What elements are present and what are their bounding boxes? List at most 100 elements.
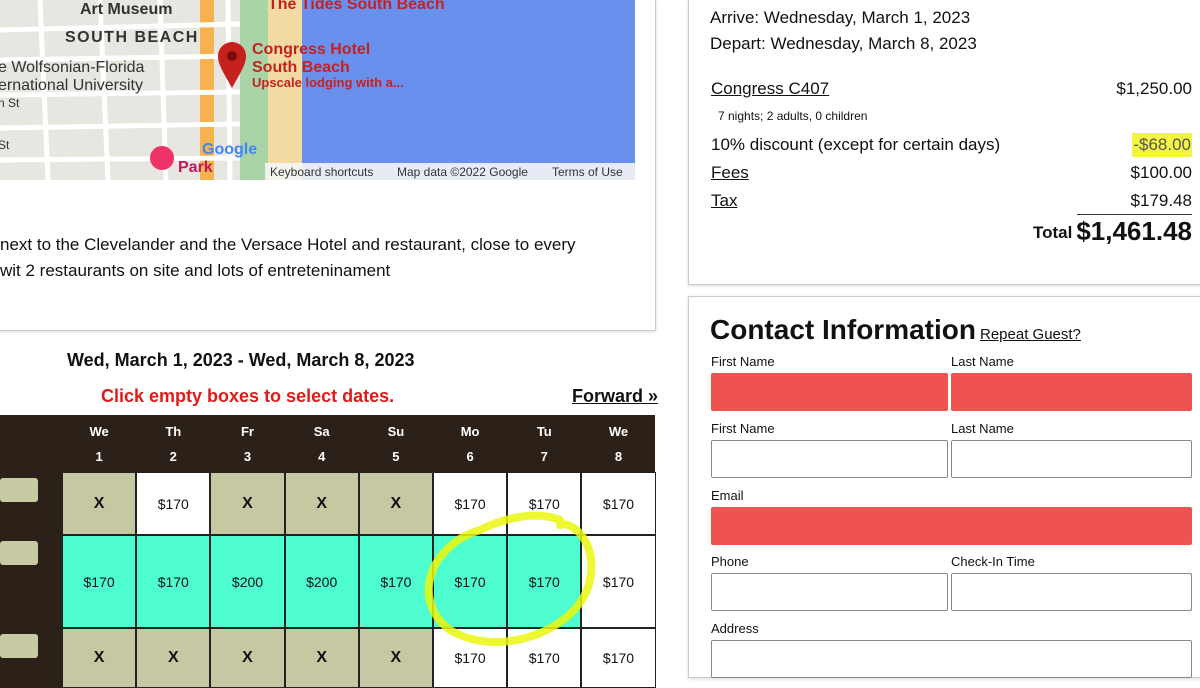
field-label: Check-In Time — [951, 554, 1035, 569]
date-cell: X — [210, 628, 285, 688]
date-cell[interactable]: $170 — [507, 535, 582, 628]
date-cell: X — [284, 472, 359, 535]
day-name: Tu — [536, 424, 552, 439]
map-footer[interactable]: Keyboard shortcuts — [270, 165, 373, 179]
text-input[interactable] — [951, 373, 1192, 411]
tax-link[interactable]: Tax — [711, 191, 738, 210]
tax: $179.48 — [1130, 191, 1192, 210]
map-label: The Tides South Beach — [268, 0, 445, 13]
day-name: Th — [165, 424, 182, 439]
map-label: ernational University — [0, 77, 143, 94]
day-name: Fr — [240, 424, 254, 439]
discount: -$68.00 — [1132, 133, 1192, 157]
date-cell[interactable]: $170 — [581, 535, 656, 628]
day-number: 1 — [95, 449, 103, 464]
date-cell[interactable]: $170 — [433, 535, 508, 628]
date-cell: X — [284, 628, 359, 688]
date-cell[interactable]: $170 — [507, 472, 582, 535]
summary-card — [688, 0, 1200, 285]
field-label: Address — [711, 621, 759, 636]
calendar-hint: Click empty boxes to select dates. — [101, 386, 395, 406]
date-cell: X — [358, 472, 433, 535]
map-label: Art Museum — [80, 1, 172, 18]
field-label: Phone — [711, 554, 749, 569]
date-cell[interactable]: $170 — [136, 535, 211, 628]
map-footer[interactable]: Terms of Use — [552, 165, 623, 179]
field-label: First Name — [711, 421, 775, 436]
text-input[interactable] — [951, 573, 1192, 611]
description-line: wit 2 restaurants on site and lots of en… — [0, 261, 391, 280]
map-label: Upscale lodging with a... — [252, 75, 404, 90]
day-number: 3 — [243, 449, 252, 464]
day-name: We — [89, 424, 109, 439]
fees: $100.00 — [1130, 163, 1192, 182]
total-rule — [1077, 214, 1192, 215]
field-label: Email — [711, 488, 744, 503]
day-number: 2 — [169, 449, 177, 464]
calendar-header: We 1 Th 2 Fr 3 Sa 4 Su 5 Mo 6 Tu 7 We 8 — [0, 415, 655, 472]
forward-link[interactable]: Forward » — [572, 386, 659, 406]
date-cell[interactable]: $170 — [433, 628, 508, 688]
map-label: St — [0, 138, 10, 152]
total: $1,461.48 — [1076, 216, 1192, 246]
date-cell[interactable]: $170 — [581, 472, 656, 535]
depart: Depart: Wednesday, March 8, 2023 — [710, 34, 977, 53]
map-footer: Map data ©2022 Google — [397, 165, 528, 179]
contact-title: Contact Information — [710, 314, 976, 345]
date-cell: X — [62, 472, 137, 535]
field-label: First Name — [711, 354, 775, 369]
room-price: $1,250.00 — [1116, 79, 1192, 98]
map-label: n St — [0, 96, 20, 110]
room-button[interactable] — [0, 478, 38, 502]
text-input[interactable] — [711, 640, 1192, 678]
room-button[interactable] — [0, 541, 38, 565]
date-cell: X — [136, 628, 211, 688]
date-cell: X — [358, 628, 433, 688]
map-label: South Beach — [252, 59, 350, 76]
calendar-title: Wed, March 1, 2023 - Wed, March 8, 2023 — [67, 350, 415, 370]
field-label: Last Name — [951, 354, 1014, 369]
room-link[interactable]: Congress C407 — [711, 79, 830, 98]
date-cell: X — [62, 628, 137, 688]
map-label: e Wolfsonian-Florida — [0, 59, 145, 76]
day-name: We — [608, 424, 629, 439]
day-name: Su — [387, 424, 405, 439]
map[interactable]: Art Museum The Tides South Beach SOUTH B… — [0, 0, 635, 180]
room-button[interactable] — [0, 634, 38, 658]
date-cell[interactable]: $170 — [581, 628, 656, 688]
date-cell[interactable]: $170 — [433, 472, 508, 535]
date-cell[interactable]: $200 — [284, 535, 359, 628]
date-cell[interactable]: $170 — [62, 535, 137, 628]
text-input[interactable] — [711, 373, 948, 411]
map-label: Congress Hotel — [252, 41, 370, 58]
text-input[interactable] — [711, 440, 948, 478]
day-number: 4 — [318, 449, 326, 464]
day-number: 7 — [540, 449, 548, 464]
repeat-guest-link[interactable]: Repeat Guest? — [980, 326, 1081, 343]
room-details: 7 nights; 2 adults, 0 children — [718, 109, 868, 123]
day-number: 8 — [614, 449, 623, 464]
map-label: SOUTH BEACH — [65, 29, 199, 46]
date-cell[interactable]: $170 — [136, 472, 211, 535]
map-logo: Google — [202, 141, 257, 158]
contact-card — [688, 296, 1200, 678]
date-cell: X — [210, 472, 285, 535]
date-cell[interactable]: $200 — [210, 535, 285, 628]
day-number: 6 — [466, 449, 474, 464]
day-name: Mo — [460, 424, 480, 439]
description-line: next to the Clevelander and the Versace … — [0, 235, 576, 254]
total-label: Total — [1033, 223, 1073, 242]
field-label: Last Name — [951, 421, 1014, 436]
text-input[interactable] — [951, 440, 1192, 478]
fees-link[interactable]: Fees — [711, 163, 749, 182]
date-cell[interactable]: $170 — [507, 628, 582, 688]
day-number: 5 — [392, 449, 400, 464]
text-input[interactable] — [711, 507, 1192, 545]
arrive: Arrive: Wednesday, March 1, 2023 — [710, 8, 971, 27]
date-cell[interactable]: $170 — [358, 535, 433, 628]
map-label: Park — [178, 159, 213, 176]
day-name: Sa — [313, 424, 330, 439]
text-input[interactable] — [711, 573, 948, 611]
discount-label: 10% discount (except for certain days) — [711, 135, 1001, 154]
